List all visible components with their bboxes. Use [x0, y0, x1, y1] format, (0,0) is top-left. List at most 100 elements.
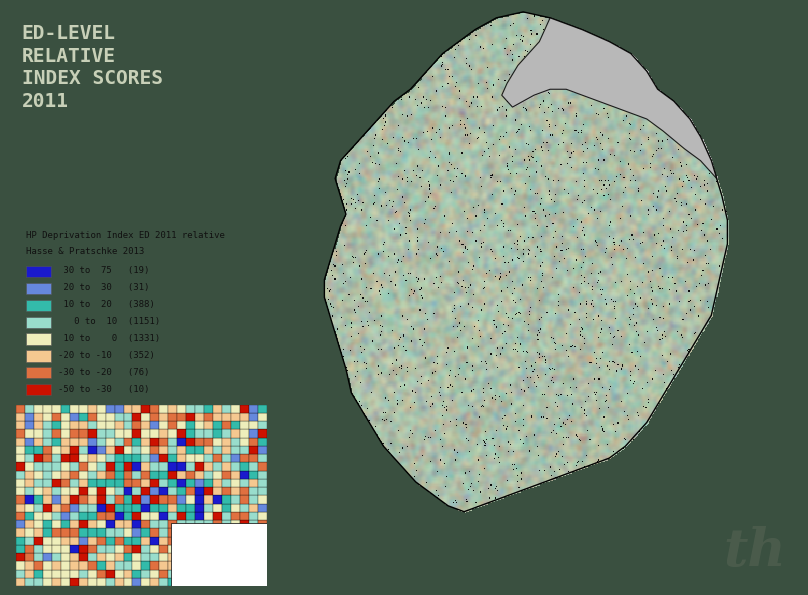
Bar: [204, 454, 213, 462]
Bar: [43, 413, 52, 421]
Bar: [168, 487, 177, 495]
Bar: [133, 487, 141, 495]
Bar: [69, 503, 79, 512]
Bar: [150, 520, 159, 528]
Bar: [106, 528, 115, 537]
Bar: [231, 512, 240, 520]
Bar: [159, 479, 168, 487]
Bar: [69, 405, 79, 413]
Bar: [249, 503, 258, 512]
Bar: [249, 537, 258, 545]
Bar: [115, 437, 124, 446]
Bar: [150, 537, 159, 545]
Bar: [25, 487, 34, 495]
Bar: [115, 495, 124, 503]
Bar: [124, 512, 133, 520]
Bar: [141, 561, 150, 569]
Bar: [249, 479, 258, 487]
Bar: [97, 528, 106, 537]
Bar: [16, 561, 25, 569]
Bar: [231, 561, 240, 569]
Bar: [171, 522, 267, 586]
Bar: [61, 421, 69, 430]
Bar: [124, 553, 133, 561]
Bar: [186, 413, 195, 421]
Bar: [231, 421, 240, 430]
Bar: [231, 437, 240, 446]
Bar: [25, 578, 34, 586]
Bar: [168, 528, 177, 537]
Bar: [25, 446, 34, 454]
Bar: [213, 520, 222, 528]
Bar: [26, 317, 51, 328]
Bar: [25, 520, 34, 528]
Bar: [69, 430, 79, 437]
Bar: [249, 569, 258, 578]
Bar: [204, 405, 213, 413]
Bar: [177, 578, 186, 586]
Bar: [258, 462, 267, 471]
Bar: [150, 413, 159, 421]
Bar: [25, 471, 34, 479]
Bar: [34, 553, 43, 561]
Bar: [240, 537, 249, 545]
Bar: [150, 430, 159, 437]
Bar: [195, 545, 204, 553]
Bar: [88, 503, 97, 512]
Bar: [258, 578, 267, 586]
Bar: [204, 569, 213, 578]
Bar: [150, 437, 159, 446]
Bar: [213, 512, 222, 520]
Bar: [213, 553, 222, 561]
Bar: [231, 487, 240, 495]
Bar: [79, 512, 88, 520]
Bar: [159, 503, 168, 512]
Bar: [16, 553, 25, 561]
Bar: [249, 454, 258, 462]
Bar: [106, 471, 115, 479]
Bar: [133, 479, 141, 487]
Bar: [141, 495, 150, 503]
Bar: [43, 430, 52, 437]
Text: -50 to -30   (10): -50 to -30 (10): [58, 385, 149, 394]
Bar: [204, 487, 213, 495]
Bar: [133, 578, 141, 586]
Bar: [141, 471, 150, 479]
Bar: [168, 405, 177, 413]
Bar: [159, 454, 168, 462]
Bar: [204, 421, 213, 430]
Bar: [97, 454, 106, 462]
Bar: [115, 462, 124, 471]
Bar: [16, 528, 25, 537]
Bar: [26, 367, 51, 378]
Bar: [231, 454, 240, 462]
Bar: [258, 479, 267, 487]
Bar: [258, 454, 267, 462]
Text: Hasse & Pratschke 2013: Hasse & Pratschke 2013: [26, 247, 145, 256]
Bar: [79, 578, 88, 586]
Bar: [133, 495, 141, 503]
Bar: [168, 512, 177, 520]
Bar: [258, 413, 267, 421]
Bar: [249, 413, 258, 421]
Bar: [222, 446, 231, 454]
Bar: [16, 545, 25, 553]
Bar: [43, 578, 52, 586]
Bar: [186, 437, 195, 446]
Bar: [240, 462, 249, 471]
Bar: [204, 528, 213, 537]
Bar: [231, 446, 240, 454]
Bar: [25, 569, 34, 578]
Bar: [43, 520, 52, 528]
Bar: [231, 578, 240, 586]
Bar: [88, 454, 97, 462]
Text: 10 to    0  (1331): 10 to 0 (1331): [58, 334, 160, 343]
Bar: [231, 413, 240, 421]
Bar: [115, 479, 124, 487]
Bar: [16, 512, 25, 520]
Bar: [150, 479, 159, 487]
Bar: [25, 479, 34, 487]
Bar: [141, 430, 150, 437]
Bar: [97, 561, 106, 569]
Bar: [177, 561, 186, 569]
